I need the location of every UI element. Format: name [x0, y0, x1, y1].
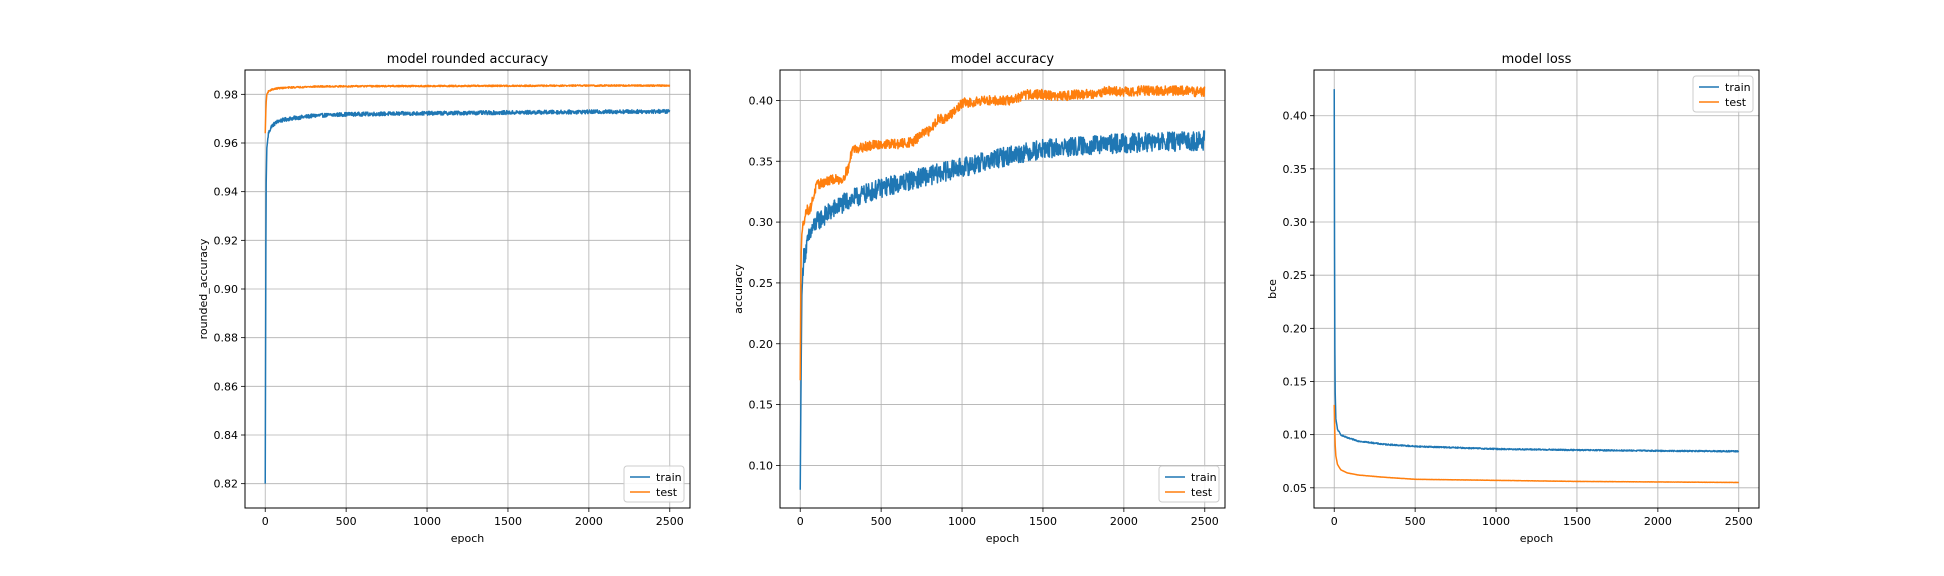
y-tick-label: 0.88	[214, 332, 239, 345]
y-tick-label: 0.98	[214, 88, 239, 101]
x-tick-label: 1000	[1482, 515, 1510, 528]
legend-box	[623, 465, 685, 503]
y-tick-label: 0.05	[1283, 482, 1308, 495]
legend-label-test: test	[1191, 486, 1213, 499]
chart-title: model rounded accuracy	[387, 52, 549, 67]
legend-label-test: test	[656, 486, 678, 499]
y-axis-label: bce	[1266, 279, 1279, 299]
y-tick-label: 0.35	[1283, 163, 1308, 176]
x-axis-label: epoch	[451, 532, 485, 545]
y-tick-label: 0.20	[749, 338, 774, 351]
x-tick-label: 0	[262, 515, 269, 528]
x-tick-label: 2000	[1110, 515, 1138, 528]
y-tick-label: 0.20	[1283, 322, 1308, 335]
x-tick-label: 1000	[413, 515, 441, 528]
x-tick-label: 500	[871, 515, 892, 528]
legend-box	[1692, 75, 1754, 113]
x-tick-label: 1500	[494, 515, 522, 528]
x-axis-label: epoch	[986, 532, 1020, 545]
chart-title: model accuracy	[951, 52, 1055, 67]
series-line-test	[264, 84, 671, 134]
legend: train test	[1158, 465, 1220, 503]
legend-label-train: train	[1725, 81, 1751, 94]
y-tick-label: 0.40	[749, 94, 774, 107]
x-tick-label: 1500	[1029, 515, 1057, 528]
x-tick-label: 500	[336, 515, 357, 528]
y-tick-label: 0.96	[214, 137, 239, 150]
y-axis-label: accuracy	[732, 264, 745, 314]
y-tick-label: 0.84	[214, 429, 239, 442]
x-tick-label: 2500	[1725, 515, 1753, 528]
legend-label-train: train	[1191, 471, 1217, 484]
y-tick-label: 0.90	[214, 283, 239, 296]
y-tick-label: 0.10	[749, 459, 774, 472]
legend-box	[1158, 465, 1220, 503]
chart-panel-3: 0 500 1000 1500 2000 2500 0.05 0.10 0.15 0.20 0.25…	[1266, 52, 1760, 545]
y-tick-label: 0.25	[1283, 269, 1308, 282]
axes-frame	[779, 69, 1226, 509]
y-tick-label: 0.92	[214, 234, 239, 247]
chart-panel-1: 0 500 1000 1500 2000 2500 0.82 0.84 0.86 0.88 0.90…	[197, 52, 691, 545]
y-tick-label: 0.30	[749, 216, 774, 229]
y-tick-label: 0.15	[1283, 375, 1308, 388]
legend: train test	[623, 465, 685, 503]
y-tick-label: 0.10	[1283, 429, 1308, 442]
x-tick-label: 0	[1331, 515, 1338, 528]
x-tick-label: 2500	[656, 515, 684, 528]
y-axis-label: rounded_accuracy	[197, 238, 210, 339]
series-line-test	[799, 85, 1206, 381]
x-tick-label: 2000	[575, 515, 603, 528]
x-axis-label: epoch	[1520, 532, 1554, 545]
axes-frame	[1313, 69, 1760, 509]
y-tick-label: 0.25	[749, 277, 774, 290]
chart-panel-2: 0 500 1000 1500 2000 2500 0.10 0.15 0.20 0.25 0.30…	[732, 52, 1226, 545]
x-tick-label: 2500	[1191, 515, 1219, 528]
y-tick-label: 0.40	[1283, 110, 1308, 123]
chart-title: model loss	[1502, 52, 1572, 67]
series-line-train	[264, 108, 671, 484]
x-tick-label: 0	[797, 515, 804, 528]
y-tick-label: 0.94	[214, 186, 239, 199]
y-tick-label: 0.86	[214, 380, 239, 393]
legend-label-train: train	[656, 471, 682, 484]
x-tick-label: 1500	[1563, 515, 1591, 528]
y-tick-label: 0.35	[749, 155, 774, 168]
series-line-train	[1333, 89, 1740, 453]
x-tick-label: 2000	[1644, 515, 1672, 528]
legend: train test	[1692, 75, 1754, 113]
x-tick-label: 500	[1405, 515, 1426, 528]
x-tick-label: 1000	[948, 515, 976, 528]
y-tick-label: 0.82	[214, 478, 239, 491]
legend-label-test: test	[1725, 96, 1747, 109]
series-line-train	[799, 130, 1206, 490]
y-tick-label: 0.30	[1283, 216, 1308, 229]
series-line-test	[1333, 404, 1740, 484]
y-tick-label: 0.15	[749, 399, 774, 412]
